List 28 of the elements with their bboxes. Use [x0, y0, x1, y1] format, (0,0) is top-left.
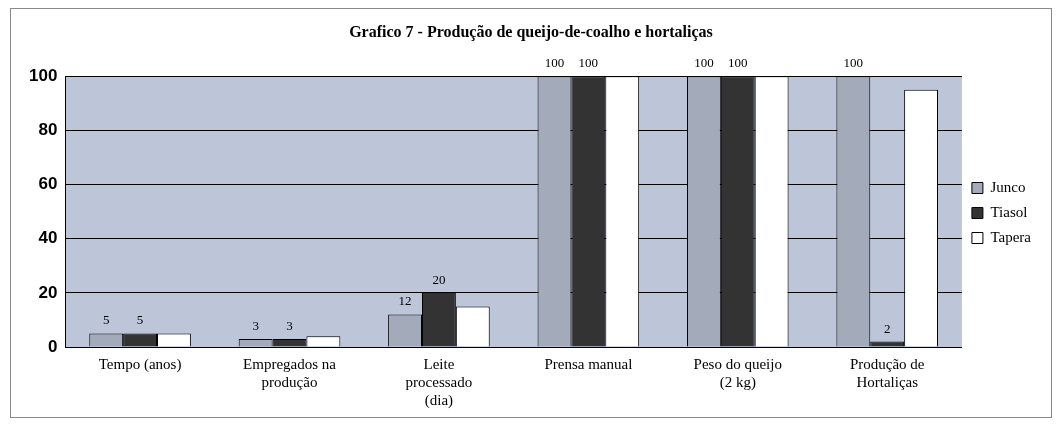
legend-label: Tapera [990, 228, 1032, 245]
x-tick-label: Peso do queijo (2 kg) [693, 355, 782, 391]
data-label: 100 [544, 55, 565, 71]
legend-label: Junco [990, 178, 1026, 195]
y-tick-label: 80 [38, 120, 58, 140]
x-tick-label: Produção de Hortaliças [849, 355, 925, 390]
x-tick-label: Leite processado (dia) [405, 355, 473, 409]
data-label: 3 [286, 317, 293, 333]
y-tick-label: 60 [38, 174, 58, 194]
data-label: 5 [136, 312, 144, 328]
data-label: 100 [694, 55, 714, 71]
data-label: 100 [843, 55, 864, 71]
data-label: 100 [578, 55, 599, 71]
data-label: 100 [728, 55, 748, 71]
data-label: 12 [398, 293, 412, 309]
data-label: 2 [883, 320, 891, 336]
y-tick-label: 20 [38, 282, 58, 302]
x-tick-label: Prensa manual [544, 355, 633, 372]
data-label: 20 [432, 271, 446, 287]
x-tick-label: Tempo (anos) [98, 355, 182, 373]
chart-title: Grafico 7 - Produção de queijo-de-coalho e hortaliças [349, 22, 713, 41]
y-tick-label: 40 [38, 228, 58, 248]
data-label: 5 [102, 312, 110, 328]
data-label: 3 [252, 317, 259, 333]
legend-label: Tiasol [990, 203, 1028, 220]
y-tick-label: 0 [47, 336, 58, 356]
y-tick-label: 100 [28, 65, 58, 85]
x-tick-label: Empregados na produção [243, 355, 337, 390]
